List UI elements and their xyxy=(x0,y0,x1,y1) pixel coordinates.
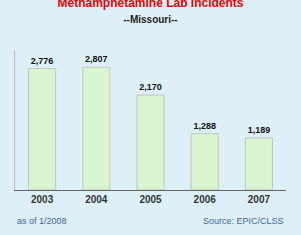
svg-text:1,189: 1,189 xyxy=(248,125,271,135)
svg-text:2,776: 2,776 xyxy=(31,56,54,66)
svg-text:Methamphetamine Lab Incidents-: Methamphetamine Lab Incidents--Missouri-… xyxy=(57,0,243,25)
svg-text:1,288: 1,288 xyxy=(193,121,216,131)
svg-text:Source: EPIC/CLSS: Source: EPIC/CLSS xyxy=(203,216,284,226)
svg-text:2003: 2003 xyxy=(31,194,54,205)
svg-text:2006: 2006 xyxy=(194,194,217,205)
svg-text:2005: 2005 xyxy=(139,194,162,205)
svg-text:2007: 2007 xyxy=(248,194,271,205)
svg-text:2004: 2004 xyxy=(85,194,108,205)
svg-text:as of 1/2008: as of 1/2008 xyxy=(17,216,67,226)
svg-text:2,170: 2,170 xyxy=(139,82,162,92)
svg-text:2,807: 2,807 xyxy=(85,54,108,64)
